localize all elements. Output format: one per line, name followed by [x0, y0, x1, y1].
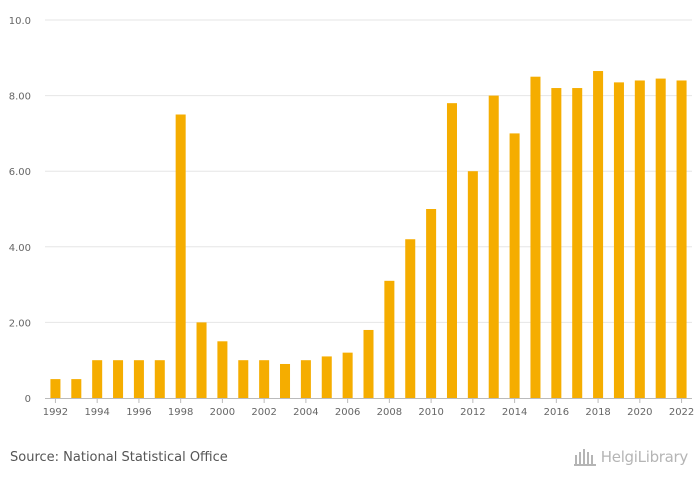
x-tick-label: 2022 [669, 407, 694, 418]
x-tick-label: 2014 [502, 407, 527, 418]
bar [488, 95, 499, 398]
bar [238, 360, 249, 398]
y-tick-label: 8.00 [9, 92, 31, 103]
source-note: Source: National Statistical Office [10, 450, 228, 465]
bar [113, 360, 124, 398]
x-tick-label: 2004 [293, 407, 318, 418]
bar-chart: 0 2.00 4.00 6.00 8.00 10.0 1992 1994 1996 1998 200… [9, 16, 695, 418]
bar [446, 103, 457, 398]
y-tick-label: 6.00 [9, 167, 31, 178]
bar [175, 114, 186, 398]
bar [217, 341, 228, 398]
x-tick-label: 1996 [126, 407, 151, 418]
bar [280, 363, 291, 398]
y-tick-label: 4.00 [9, 243, 31, 254]
bar [342, 352, 353, 398]
bar [634, 80, 645, 398]
bar [593, 71, 604, 398]
x-tick-label: 2002 [251, 407, 276, 418]
bar [613, 82, 624, 399]
bar [321, 356, 332, 398]
bar [426, 209, 437, 398]
bar [530, 76, 541, 398]
bar [71, 379, 82, 398]
bar [50, 379, 61, 398]
x-tick-label: 2008 [377, 407, 402, 418]
bar [196, 322, 207, 398]
library-building-icon [573, 449, 596, 466]
helgi-library-logo: HelgiLibrary [573, 448, 689, 466]
bar [676, 80, 687, 398]
brand-name: HelgiLibrary [600, 448, 689, 466]
x-tick-label: 2006 [335, 407, 360, 418]
bar [259, 360, 270, 398]
x-tick-label: 2018 [585, 407, 610, 418]
bar [363, 329, 374, 398]
x-tick-label: 2016 [544, 407, 569, 418]
x-tick-label: 2000 [210, 407, 235, 418]
x-tick-label: 2010 [418, 407, 443, 418]
bar [509, 133, 520, 398]
bar [405, 239, 416, 398]
x-tick-label: 1998 [168, 407, 193, 418]
x-tick-label: 1994 [84, 407, 109, 418]
x-tick-label: 2012 [460, 407, 485, 418]
x-tick-label: 1992 [43, 407, 68, 418]
bar [551, 88, 562, 398]
bar [133, 360, 144, 398]
y-tick-label: 2.00 [9, 318, 31, 329]
bar [572, 88, 583, 398]
bar [384, 280, 395, 398]
bar [92, 360, 103, 398]
bar [467, 171, 478, 398]
bar [655, 78, 666, 398]
bar [154, 360, 165, 398]
bar [300, 360, 311, 398]
y-tick-label: 10.0 [9, 16, 31, 27]
x-tick-label: 2020 [627, 407, 652, 418]
y-tick-label: 0 [25, 394, 31, 405]
